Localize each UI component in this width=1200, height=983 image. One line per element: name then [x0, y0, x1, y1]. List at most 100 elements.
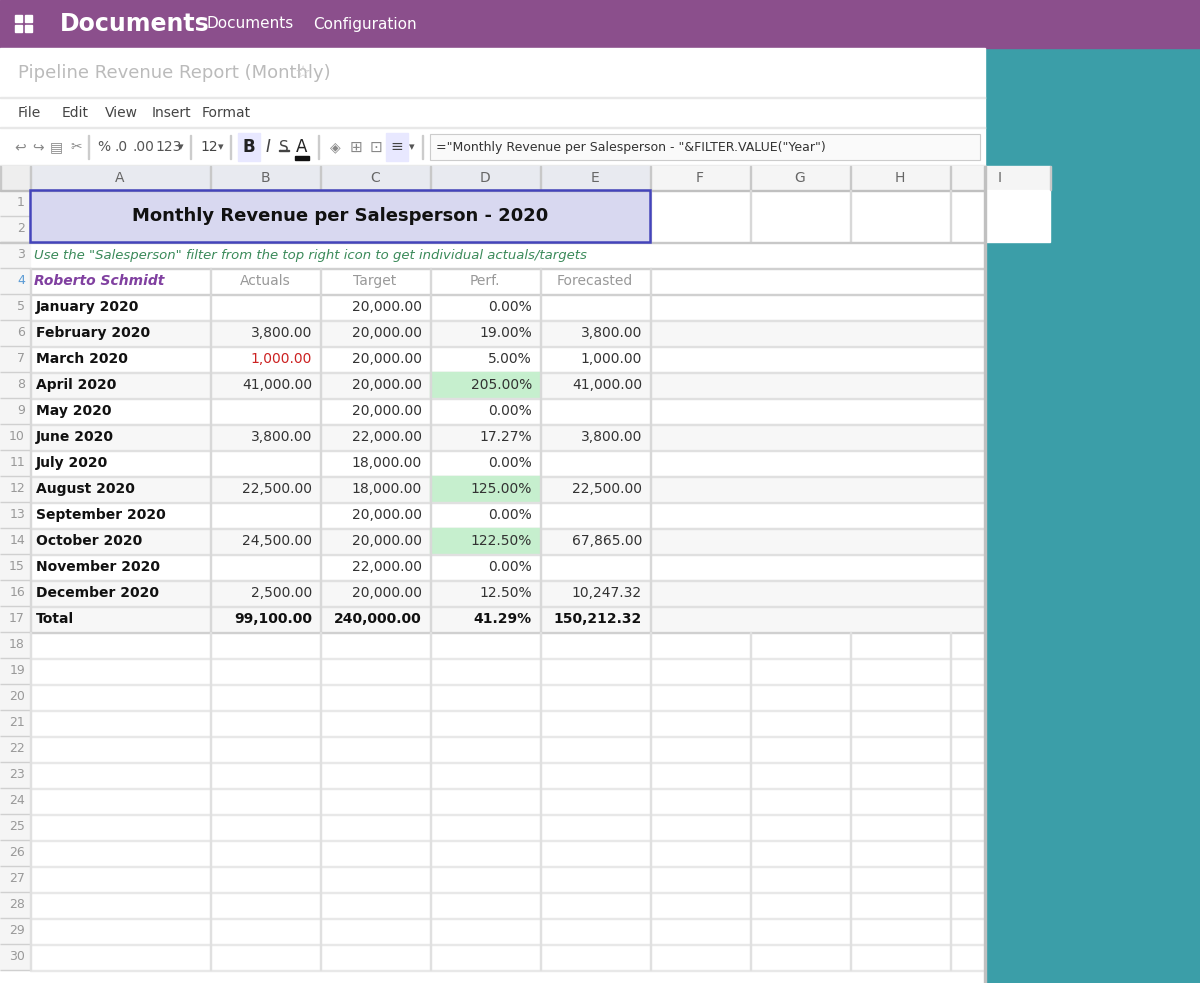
Text: 25: 25: [10, 821, 25, 834]
Text: 5: 5: [17, 301, 25, 314]
Text: ≡: ≡: [391, 140, 403, 154]
Bar: [278, 150, 289, 151]
Text: 3: 3: [17, 249, 25, 261]
Text: 29: 29: [10, 924, 25, 938]
Text: 123: 123: [155, 140, 181, 154]
Text: A: A: [296, 138, 307, 156]
Text: 7: 7: [17, 353, 25, 366]
Bar: [30, 450, 985, 476]
Text: 41.29%: 41.29%: [474, 612, 532, 626]
Bar: [0, 98, 985, 128]
Text: C: C: [370, 171, 380, 185]
Bar: [30, 632, 985, 658]
Text: 67,865.00: 67,865.00: [571, 534, 642, 548]
Text: .00: .00: [132, 140, 154, 154]
Text: ✂: ✂: [70, 140, 82, 154]
Text: 24: 24: [10, 794, 25, 807]
Text: Edit: Edit: [62, 106, 89, 120]
Bar: [0, 190, 30, 216]
Text: ▾: ▾: [218, 142, 223, 152]
Text: 1,000.00: 1,000.00: [251, 352, 312, 366]
Bar: [750, 166, 850, 190]
Bar: [30, 476, 985, 502]
Text: 22,000.00: 22,000.00: [352, 430, 422, 444]
Bar: [30, 944, 985, 970]
Text: Format: Format: [202, 106, 251, 120]
Text: January 2020: January 2020: [36, 300, 139, 314]
Bar: [30, 684, 985, 710]
Text: G: G: [794, 171, 805, 185]
Bar: [0, 268, 30, 294]
Bar: [985, 0, 1200, 983]
Text: D: D: [480, 171, 491, 185]
Text: July 2020: July 2020: [36, 456, 108, 470]
Text: 1: 1: [17, 197, 25, 209]
Bar: [30, 528, 985, 554]
Text: 1,000.00: 1,000.00: [581, 352, 642, 366]
Bar: [30, 424, 985, 450]
Bar: [30, 190, 650, 242]
Text: Total: Total: [36, 612, 74, 626]
Bar: [0, 320, 30, 346]
Bar: [30, 918, 985, 944]
Bar: [386, 133, 408, 161]
Bar: [30, 788, 985, 814]
Text: 125.00%: 125.00%: [470, 482, 532, 496]
Bar: [30, 320, 985, 346]
Bar: [30, 346, 985, 372]
Text: 6: 6: [17, 326, 25, 339]
Bar: [430, 528, 540, 554]
Text: Monthly Revenue per Salesperson - 2020: Monthly Revenue per Salesperson - 2020: [132, 207, 548, 225]
Bar: [0, 632, 30, 658]
Text: 21: 21: [10, 717, 25, 729]
Bar: [430, 166, 540, 190]
Text: 14: 14: [10, 535, 25, 548]
Text: 2: 2: [17, 222, 25, 236]
Text: December 2020: December 2020: [36, 586, 158, 600]
Text: 41,000.00: 41,000.00: [242, 378, 312, 392]
Text: ⊡: ⊡: [370, 140, 383, 154]
Text: 20,000.00: 20,000.00: [352, 352, 422, 366]
Text: .0: .0: [114, 140, 127, 154]
Bar: [0, 166, 985, 190]
Bar: [30, 502, 985, 528]
Bar: [30, 892, 985, 918]
Bar: [30, 580, 985, 606]
Text: ▤: ▤: [50, 140, 64, 154]
Text: 12: 12: [200, 140, 217, 154]
Bar: [0, 450, 30, 476]
Text: 11: 11: [10, 456, 25, 470]
Text: 5.00%: 5.00%: [488, 352, 532, 366]
Bar: [0, 736, 30, 762]
Text: 20,000.00: 20,000.00: [352, 404, 422, 418]
Text: 18: 18: [10, 639, 25, 652]
Text: S: S: [280, 140, 289, 154]
Text: ◈: ◈: [330, 140, 341, 154]
Text: 122.50%: 122.50%: [470, 534, 532, 548]
Text: 17: 17: [10, 612, 25, 625]
Text: May 2020: May 2020: [36, 404, 112, 418]
Text: 205.00%: 205.00%: [470, 378, 532, 392]
Text: 23: 23: [10, 769, 25, 781]
Text: 12: 12: [10, 483, 25, 495]
Text: October 2020: October 2020: [36, 534, 143, 548]
Text: 27: 27: [10, 873, 25, 886]
Bar: [14, 15, 22, 22]
Text: F: F: [696, 171, 704, 185]
Bar: [0, 658, 30, 684]
Text: 3,800.00: 3,800.00: [581, 430, 642, 444]
Bar: [0, 97, 985, 98]
Text: 9: 9: [17, 404, 25, 418]
Text: 20,000.00: 20,000.00: [352, 300, 422, 314]
Bar: [30, 840, 985, 866]
Text: Insert: Insert: [152, 106, 192, 120]
Text: September 2020: September 2020: [36, 508, 166, 522]
Text: View: View: [106, 106, 138, 120]
Text: 24,500.00: 24,500.00: [242, 534, 312, 548]
Bar: [0, 866, 30, 892]
Bar: [30, 814, 985, 840]
Text: 17.27%: 17.27%: [479, 430, 532, 444]
Bar: [850, 166, 950, 190]
Bar: [0, 814, 30, 840]
Text: Perf.: Perf.: [469, 274, 500, 288]
